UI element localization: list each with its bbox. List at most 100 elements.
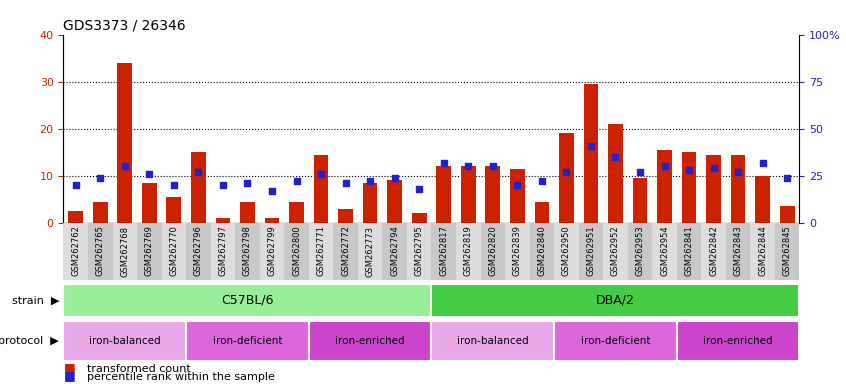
Text: transformed count: transformed count bbox=[87, 364, 191, 374]
Point bbox=[216, 182, 229, 188]
Bar bbox=[412, 214, 426, 223]
Bar bbox=[481, 223, 505, 280]
Bar bbox=[162, 223, 186, 280]
Text: GSM262819: GSM262819 bbox=[464, 226, 473, 276]
Bar bbox=[559, 133, 574, 223]
Bar bbox=[186, 223, 211, 280]
Bar bbox=[314, 154, 328, 223]
Point bbox=[535, 178, 548, 184]
Bar bbox=[284, 223, 309, 280]
Point bbox=[559, 169, 573, 175]
Bar bbox=[186, 321, 309, 361]
Text: strain  ▶: strain ▶ bbox=[12, 295, 59, 306]
Point bbox=[584, 142, 597, 149]
Bar bbox=[579, 223, 603, 280]
Text: GDS3373 / 26346: GDS3373 / 26346 bbox=[63, 18, 186, 32]
Text: GSM262800: GSM262800 bbox=[292, 226, 301, 276]
Point bbox=[191, 169, 205, 175]
Point bbox=[363, 178, 376, 184]
Point bbox=[240, 180, 254, 186]
Bar bbox=[657, 150, 672, 223]
Text: GSM262798: GSM262798 bbox=[243, 226, 252, 276]
Text: GSM262840: GSM262840 bbox=[537, 226, 547, 276]
Text: GSM262797: GSM262797 bbox=[218, 226, 228, 276]
Text: GSM262794: GSM262794 bbox=[390, 226, 399, 276]
Point bbox=[780, 174, 794, 180]
Bar bbox=[510, 169, 525, 223]
Text: GSM262773: GSM262773 bbox=[365, 226, 375, 276]
Bar bbox=[608, 124, 623, 223]
Bar bbox=[63, 223, 88, 280]
Point bbox=[265, 188, 278, 194]
Text: iron-enriched: iron-enriched bbox=[335, 336, 405, 346]
Text: GSM262762: GSM262762 bbox=[71, 226, 80, 276]
Bar bbox=[235, 223, 260, 280]
Bar bbox=[652, 223, 677, 280]
Text: GSM262795: GSM262795 bbox=[415, 226, 424, 276]
Text: GSM262796: GSM262796 bbox=[194, 226, 203, 276]
Point bbox=[314, 171, 327, 177]
Bar bbox=[731, 154, 745, 223]
Text: iron-balanced: iron-balanced bbox=[457, 336, 529, 346]
Bar bbox=[701, 223, 726, 280]
Bar bbox=[142, 183, 157, 223]
Point bbox=[657, 163, 671, 169]
Point bbox=[69, 182, 82, 188]
Point bbox=[412, 186, 426, 192]
Text: iron-balanced: iron-balanced bbox=[89, 336, 161, 346]
Bar bbox=[633, 178, 647, 223]
Bar bbox=[780, 206, 794, 223]
Bar bbox=[69, 211, 83, 223]
Bar bbox=[309, 321, 431, 361]
Bar bbox=[289, 202, 304, 223]
Bar bbox=[88, 223, 113, 280]
Bar bbox=[706, 154, 721, 223]
Text: iron-deficient: iron-deficient bbox=[580, 336, 651, 346]
Bar bbox=[554, 223, 579, 280]
Bar bbox=[260, 223, 284, 280]
Text: protocol  ▶: protocol ▶ bbox=[0, 336, 59, 346]
Bar bbox=[628, 223, 652, 280]
Bar bbox=[750, 223, 775, 280]
Bar bbox=[63, 321, 186, 361]
Bar bbox=[93, 202, 107, 223]
Text: iron-deficient: iron-deficient bbox=[212, 336, 283, 346]
Point bbox=[461, 163, 475, 169]
Text: GSM262841: GSM262841 bbox=[684, 226, 694, 276]
Bar bbox=[682, 152, 696, 223]
Bar bbox=[216, 218, 230, 223]
Text: GSM262953: GSM262953 bbox=[635, 226, 645, 276]
Point bbox=[510, 182, 524, 188]
Bar bbox=[167, 197, 181, 223]
Text: GSM262770: GSM262770 bbox=[169, 226, 179, 276]
Point bbox=[731, 169, 744, 175]
Bar bbox=[338, 209, 353, 223]
Text: GSM262950: GSM262950 bbox=[562, 226, 571, 276]
Bar bbox=[603, 223, 628, 280]
Bar bbox=[431, 284, 799, 317]
Bar bbox=[309, 223, 333, 280]
Point bbox=[142, 171, 156, 177]
Text: GSM262769: GSM262769 bbox=[145, 226, 154, 276]
Bar bbox=[137, 223, 162, 280]
Text: GSM262842: GSM262842 bbox=[709, 226, 718, 276]
Bar bbox=[333, 223, 358, 280]
Point bbox=[755, 159, 769, 166]
Bar bbox=[437, 166, 451, 223]
Bar bbox=[677, 321, 799, 361]
Point bbox=[387, 174, 401, 180]
Text: GSM262768: GSM262768 bbox=[120, 226, 129, 276]
Text: GSM262772: GSM262772 bbox=[341, 226, 350, 276]
Bar bbox=[211, 223, 235, 280]
Text: DBA/2: DBA/2 bbox=[596, 294, 634, 307]
Bar bbox=[755, 176, 770, 223]
Bar bbox=[358, 223, 382, 280]
Text: GSM262820: GSM262820 bbox=[488, 226, 497, 276]
Text: GSM262844: GSM262844 bbox=[758, 226, 767, 276]
Bar bbox=[456, 223, 481, 280]
Point bbox=[633, 169, 646, 175]
Text: GSM262765: GSM262765 bbox=[96, 226, 105, 276]
Bar bbox=[113, 223, 137, 280]
Bar bbox=[363, 183, 377, 223]
Bar bbox=[530, 223, 554, 280]
